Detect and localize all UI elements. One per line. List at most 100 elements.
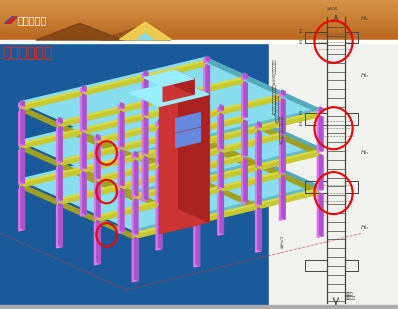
Bar	[0, 11, 398, 12]
Polygon shape	[133, 112, 318, 161]
Polygon shape	[97, 220, 100, 264]
Polygon shape	[133, 186, 318, 234]
Bar	[0, 40, 398, 43]
Polygon shape	[58, 78, 243, 127]
Polygon shape	[144, 79, 148, 115]
Polygon shape	[220, 191, 223, 234]
Text: ≥柱纵筋直径（箍筋间距）: ≥柱纵筋直径（箍筋间距）	[276, 93, 280, 123]
Polygon shape	[135, 151, 138, 157]
Polygon shape	[320, 154, 323, 190]
Polygon shape	[142, 72, 148, 78]
Polygon shape	[204, 57, 209, 63]
Bar	[0, 4, 398, 5]
Polygon shape	[132, 239, 138, 282]
Text: 基础顶
面到此处: 基础顶 面到此处	[346, 292, 356, 301]
Polygon shape	[194, 138, 199, 143]
Polygon shape	[160, 95, 209, 234]
Polygon shape	[118, 190, 124, 233]
Polygon shape	[220, 113, 223, 149]
Bar	[0, 33, 398, 34]
Polygon shape	[256, 132, 261, 167]
Text: 柱梁相互关联: 柱梁相互关联	[2, 46, 52, 60]
Polygon shape	[258, 122, 261, 127]
Polygon shape	[20, 61, 205, 110]
Polygon shape	[205, 57, 318, 112]
Polygon shape	[279, 139, 285, 174]
Polygon shape	[206, 56, 209, 61]
Polygon shape	[121, 103, 124, 108]
Polygon shape	[96, 172, 281, 222]
Polygon shape	[36, 23, 123, 40]
Bar	[0, 32, 398, 33]
Bar	[0, 9, 398, 10]
Polygon shape	[82, 168, 195, 224]
Text: ≥柱纵筋直径（箍筋间距），≥500，箍筋最大值: ≥柱纵筋直径（箍筋间距），≥500，箍筋最大值	[271, 58, 275, 115]
Polygon shape	[94, 222, 100, 265]
Polygon shape	[100, 28, 171, 40]
Polygon shape	[205, 61, 318, 117]
Bar	[0, 30, 398, 31]
Polygon shape	[133, 189, 318, 239]
Polygon shape	[57, 128, 62, 163]
Polygon shape	[320, 193, 323, 236]
Polygon shape	[258, 130, 261, 166]
Polygon shape	[21, 109, 24, 145]
Polygon shape	[256, 123, 261, 129]
Polygon shape	[194, 185, 199, 221]
Polygon shape	[82, 91, 195, 146]
Polygon shape	[19, 111, 24, 146]
Polygon shape	[144, 157, 148, 200]
Polygon shape	[156, 121, 162, 126]
Polygon shape	[317, 194, 323, 237]
Polygon shape	[137, 33, 153, 40]
Polygon shape	[218, 154, 223, 189]
Bar	[0, 7, 398, 8]
Polygon shape	[158, 128, 162, 164]
Text: 梁底: 梁底	[299, 41, 303, 44]
Bar	[0, 16, 398, 17]
Polygon shape	[258, 169, 261, 205]
Polygon shape	[96, 134, 281, 183]
Polygon shape	[80, 87, 86, 92]
Polygon shape	[194, 147, 199, 182]
Polygon shape	[156, 130, 162, 165]
Polygon shape	[206, 103, 209, 139]
Polygon shape	[144, 71, 148, 76]
Polygon shape	[204, 143, 209, 186]
Bar	[0, 38, 398, 39]
Polygon shape	[182, 135, 185, 171]
Polygon shape	[258, 208, 261, 251]
Polygon shape	[20, 100, 205, 149]
Polygon shape	[156, 168, 162, 204]
Polygon shape	[118, 151, 124, 187]
Polygon shape	[82, 130, 195, 185]
Polygon shape	[144, 70, 194, 86]
Bar	[0, 305, 398, 309]
Polygon shape	[194, 224, 199, 267]
Polygon shape	[121, 188, 124, 232]
Bar	[0, 15, 398, 16]
Polygon shape	[135, 237, 138, 281]
Polygon shape	[317, 108, 323, 114]
Polygon shape	[97, 143, 100, 179]
Bar	[0, 8, 398, 9]
Bar	[0, 36, 398, 37]
Polygon shape	[132, 150, 318, 195]
Polygon shape	[20, 145, 133, 200]
Bar	[0, 39, 398, 40]
Polygon shape	[144, 118, 148, 154]
Polygon shape	[118, 113, 124, 148]
Polygon shape	[158, 205, 162, 249]
Polygon shape	[121, 111, 124, 147]
Bar	[0, 3, 398, 4]
Polygon shape	[133, 147, 318, 195]
Polygon shape	[19, 188, 24, 231]
Polygon shape	[118, 104, 124, 109]
Polygon shape	[20, 138, 205, 188]
Polygon shape	[20, 183, 133, 239]
Bar	[0, 27, 398, 28]
Polygon shape	[242, 83, 247, 118]
Polygon shape	[57, 166, 62, 201]
Polygon shape	[132, 200, 138, 235]
Polygon shape	[179, 81, 209, 222]
